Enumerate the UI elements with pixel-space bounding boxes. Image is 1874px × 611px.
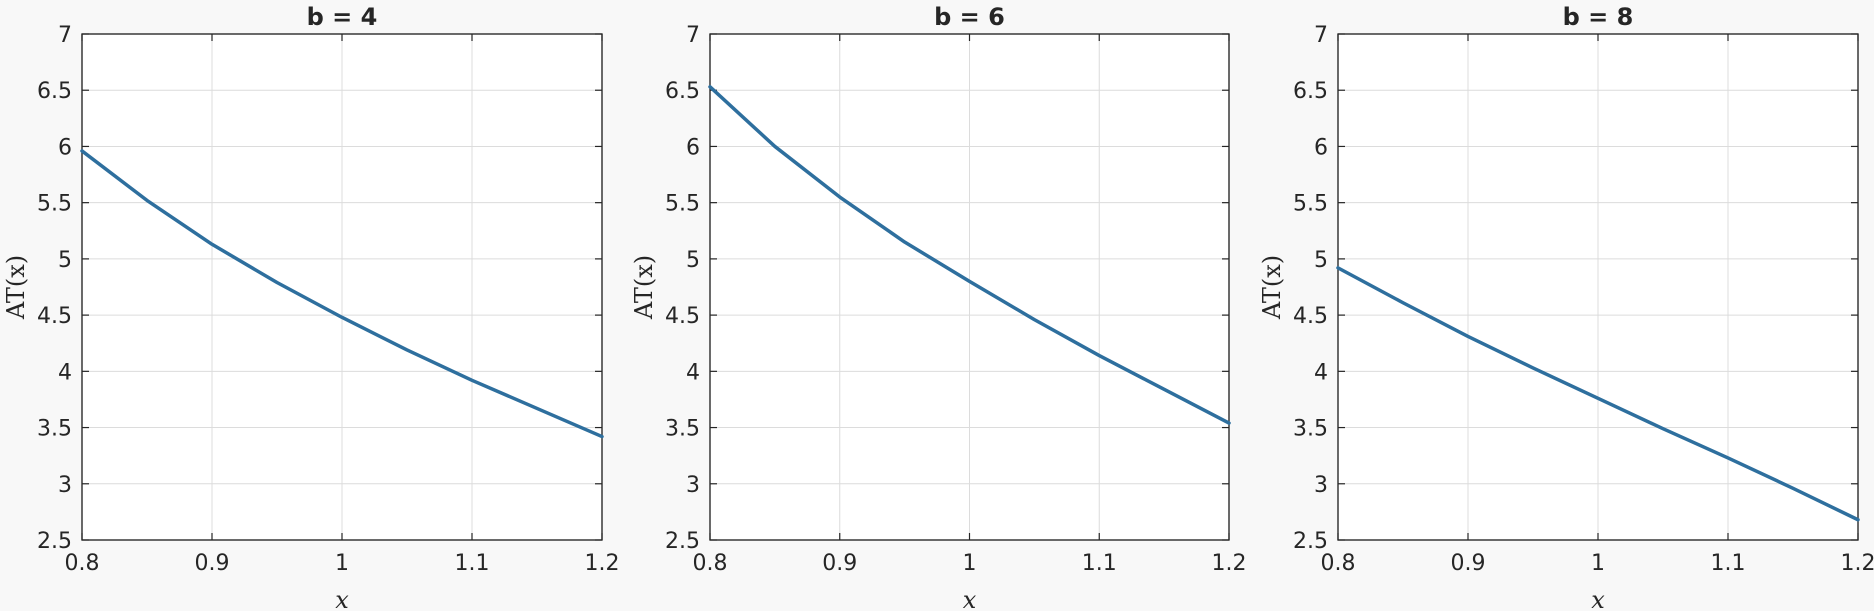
x-axis-label: x [335,586,349,611]
series-line-1 [1336,266,1860,522]
x-tick-label: 1.1 [1082,551,1117,576]
y-tick-label: 3 [1314,473,1328,498]
plot-frame [709,33,1230,541]
y-tick-label: 4 [686,360,700,385]
y-tick-label: 3.5 [665,417,700,442]
x-axis-label: x [963,586,977,611]
x-tick-label: 1 [1591,551,1605,576]
chart-panel-1: 2.5 3 3.5 4 4.5 5 5.5 6 6.5 7 0.8 0.9 1 1.1 1.2 b = 4 x A… [2,3,620,611]
x-tick-label: 1.1 [1711,551,1746,576]
y-tick-label: 5.5 [37,192,72,217]
y-axis-label: AT(x) [630,255,658,320]
x-tick-label: 1.2 [585,551,620,576]
y-tick-label: 3.5 [1293,417,1328,442]
chart-title: b = 4 [307,3,378,31]
chart-panel-3: 2.5 3 3.5 4 4.5 5 5.5 6 6.5 7 0.8 0.9 1 1.1 1.2 b = 8 x A… [1258,3,1874,611]
y-tick-label: 3.5 [37,417,72,442]
y-tick-label: 4.5 [1293,304,1328,329]
y-tick-label: 2.5 [665,529,700,554]
series-line-1 [80,149,604,439]
x-tick-label: 1.2 [1212,551,1247,576]
x-tick-label: 0.9 [1451,551,1486,576]
y-axis-label: AT(x) [1258,255,1286,320]
y-tick-label: 5.5 [1293,192,1328,217]
y-tick-label: 5 [1314,248,1328,273]
x-axis-label: x [1591,586,1605,611]
y-tick-label: 4.5 [665,304,700,329]
y-tick-label: 3 [686,473,700,498]
y-tick-label: 7 [1314,23,1328,48]
x-tick-label: 0.8 [693,551,728,576]
chart-title: b = 8 [1563,3,1634,31]
y-tick-label: 7 [686,23,700,48]
x-tick-label: 0.8 [65,551,100,576]
y-tick-label: 6.5 [665,79,700,104]
x-tick-label: 1.2 [1841,551,1874,576]
y-tick-label: 4 [1314,360,1328,385]
x-tick-label: 1 [963,551,977,576]
series-line-1 [708,85,1231,425]
y-tick-label: 5 [686,248,700,273]
y-tick-label: 4.5 [37,304,72,329]
x-tick-label: 1.1 [455,551,490,576]
y-tick-label: 6 [58,135,72,160]
y-axis-label: AT(x) [2,255,30,320]
chart-title: b = 6 [934,3,1005,31]
y-tick-label: 5 [58,248,72,273]
x-tick-label: 1 [335,551,349,576]
y-tick-label: 4 [58,360,72,385]
y-tick-label: 5.5 [665,192,700,217]
y-tick-label: 7 [58,23,72,48]
y-tick-label: 2.5 [37,529,72,554]
y-tick-label: 6 [686,135,700,160]
chart-panel-2: 2.5 3 3.5 4 4.5 5 5.5 6 6.5 7 0.8 0.9 1 1.1 1.2 b = 6 x A… [630,3,1247,611]
plot-frame [81,33,603,541]
plot-frame [1337,33,1859,541]
y-tick-label: 6 [1314,135,1328,160]
x-tick-label: 0.8 [1321,551,1356,576]
y-tick-label: 6.5 [1293,79,1328,104]
y-tick-label: 6.5 [37,79,72,104]
x-tick-label: 0.9 [195,551,230,576]
y-tick-label: 2.5 [1293,529,1328,554]
y-tick-label: 3 [58,473,72,498]
x-tick-label: 0.9 [822,551,857,576]
